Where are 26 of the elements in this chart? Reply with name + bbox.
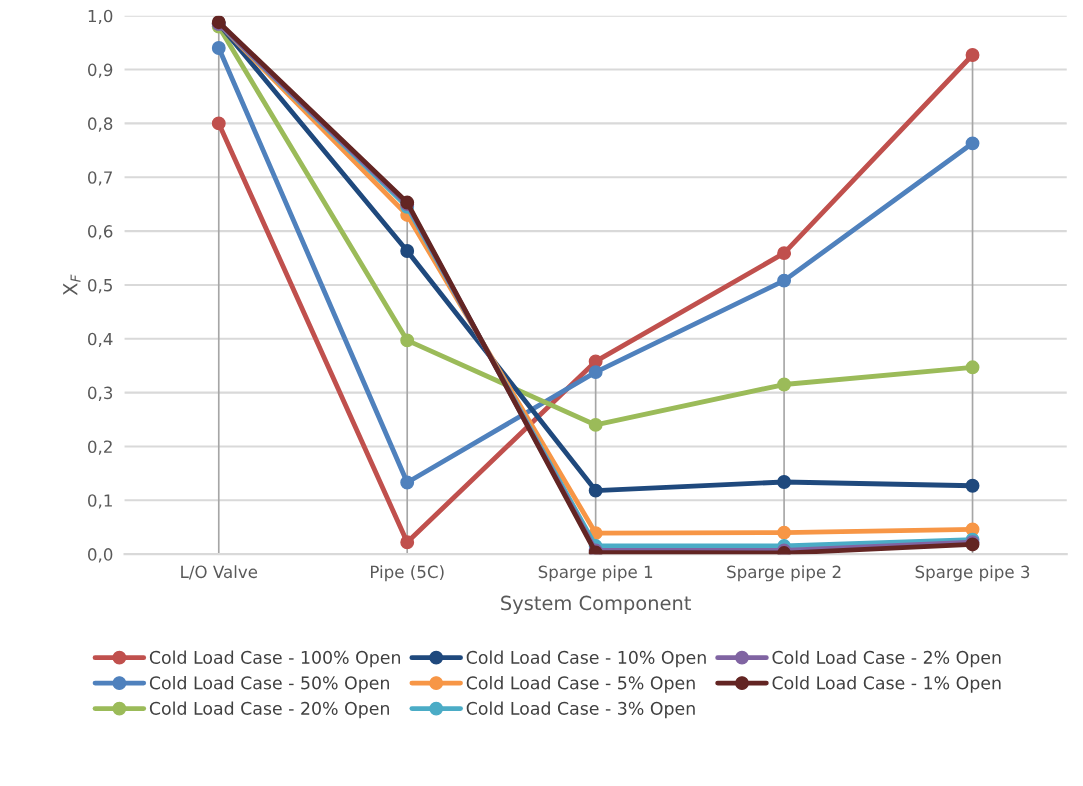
y-tick-label: 0,6: [88, 225, 113, 240]
y-tick-label: 0,8: [88, 117, 113, 132]
legend-label: Cold Load Case - 100% Open: [149, 650, 401, 668]
y-tick-label: 0,3: [88, 386, 113, 401]
legend-label: Cold Load Case - 2% Open: [772, 650, 1001, 668]
legend-label: Cold Load Case - 5% Open: [466, 676, 695, 693]
legend-label: Cold Load Case - 1% Open: [772, 676, 1001, 693]
y-tick-label: 0,5: [88, 278, 112, 294]
x-tick-label: Sparge pipe 2: [727, 565, 841, 582]
x-tick-label: L/O Valve: [181, 565, 258, 580]
y-tick-label: 0,9: [88, 63, 113, 78]
y-tick-label: 0,0: [88, 548, 113, 563]
legend-label: Cold Load Case - 50% Open: [149, 676, 389, 693]
x-axis-title: System Component: [501, 595, 691, 615]
y-tick-label: 0,4: [88, 332, 113, 348]
legend-label: Cold Load Case - 10% Open: [466, 650, 706, 668]
y-tick-label: 1,0: [88, 9, 113, 24]
y-tick-label: 0,7: [88, 171, 113, 186]
y-axis-title: X$_{F}$: [63, 274, 81, 296]
legend-label: Cold Load Case - 3% Open: [466, 701, 695, 719]
x-tick-label: Pipe (5C): [371, 565, 444, 582]
x-tick-label: Sparge pipe 3: [915, 565, 1030, 582]
y-tick-label: 0,2: [88, 440, 112, 455]
y-tick-label: 0,1: [88, 494, 112, 509]
legend-label: Cold Load Case - 20% Open: [149, 701, 389, 719]
x-tick-label: Sparge pipe 1: [538, 565, 653, 582]
